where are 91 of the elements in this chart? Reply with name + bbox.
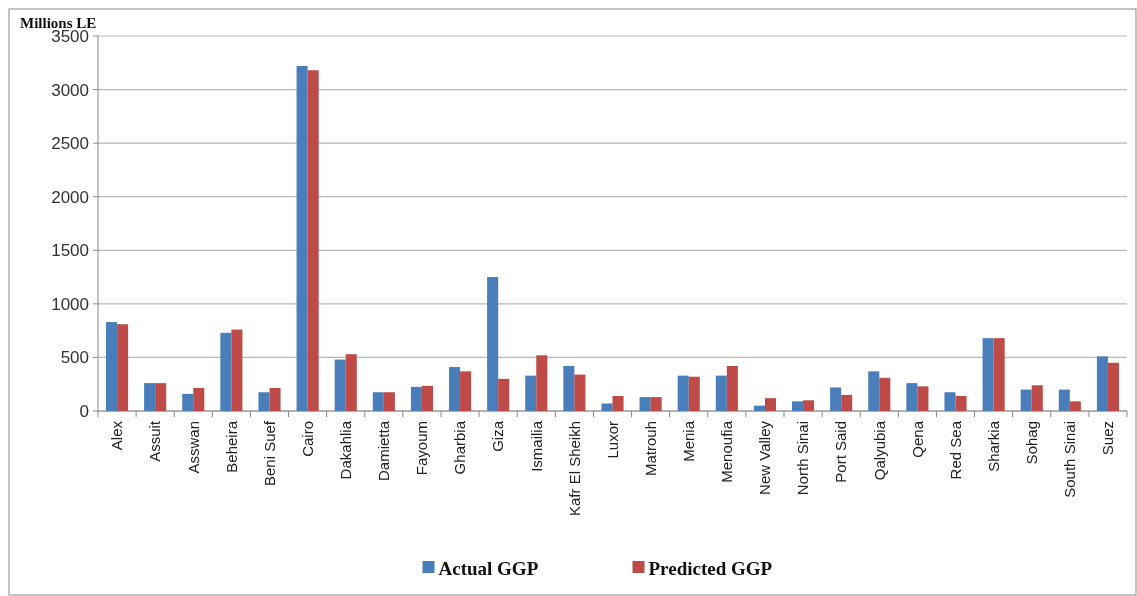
y-tick-label: 0 [79,401,89,421]
bar [792,401,804,411]
bar [764,398,776,411]
x-tick-label: Menia [679,420,697,462]
bar [993,338,1005,411]
x-tick-label: Ismailia [527,420,545,472]
bar [1031,385,1043,411]
y-tick-label: 2500 [51,134,89,154]
bar [383,392,395,411]
x-tick-label: Assuit [146,420,164,462]
x-tick-label: New Valley [756,420,774,495]
y-tick-label: 2000 [51,187,89,207]
x-tick-label: Beheira [222,420,240,473]
bar [612,396,624,411]
x-tick-label: Dakahlia [336,420,354,480]
bar [525,375,537,411]
x-tick-label: Alex [108,420,126,451]
x-tick-label: Kafr El Sheikh [565,421,583,517]
bar [307,70,319,411]
x-tick-label: Red Sea [946,420,964,480]
bar [803,400,815,411]
bar [334,359,346,411]
y-tick-label: 1500 [51,241,89,261]
bar [944,392,956,411]
bar [269,387,281,411]
bar [677,375,689,411]
x-tick-label: Fayoum [413,421,431,476]
bar [372,392,384,411]
bar [258,392,270,411]
x-tick-label: Qalyubia [870,420,888,481]
bar [498,378,510,411]
bar [231,329,243,411]
bar [688,376,700,411]
y-axis-title: Millions LE [20,15,97,31]
legend-label: Predicted GGP [648,557,773,579]
bar [1058,389,1070,411]
bar [1096,356,1108,411]
bar [917,386,929,411]
bar [879,377,891,411]
y-tick-label: 500 [60,348,89,368]
bar [220,332,232,411]
x-tick-label: North Sinai [794,421,812,496]
bar [715,375,727,411]
x-tick-label: Luxor [603,421,621,459]
bar [1069,401,1081,411]
x-tick-label: Giza [489,420,507,452]
bar [753,405,765,411]
bar [868,371,880,411]
bar [563,366,575,411]
legend-label: Actual GGP [438,557,539,579]
x-tick-label: Damietta [375,420,393,482]
bar [117,324,129,411]
bar [296,66,308,411]
bar [639,397,651,411]
x-tick-label: Sharkia [984,420,1002,472]
bar [906,383,918,411]
bar [955,396,967,411]
bar [1020,389,1032,411]
bar [982,338,994,411]
bar [726,366,738,411]
x-tick-label: Gharbia [451,420,469,475]
bar [830,387,842,411]
bar [460,371,472,411]
x-tick-label: Sohag [1022,421,1040,465]
x-tick-label: Asswan [184,421,202,474]
bar [574,374,586,411]
bar [144,383,156,411]
bar [449,367,461,411]
bar [650,397,662,411]
bar [410,386,422,411]
bar [536,355,548,411]
bar [421,385,433,411]
bar [487,277,499,411]
bar [155,383,167,411]
x-tick-label: South Sinai [1061,421,1079,498]
x-tick-label: Qena [908,420,926,458]
x-tick-label: Menoufia [718,420,736,483]
bar [106,322,118,411]
y-tick-label: 3000 [51,80,89,100]
x-tick-label: Cairo [298,421,316,457]
bar [345,354,357,411]
bar [193,387,205,411]
x-tick-label: Port Said [832,421,850,483]
bar [182,393,194,411]
x-tick-label: Matrouh [641,421,659,477]
bar [841,394,853,411]
x-tick-label: Beni Suef [260,420,278,487]
y-tick-label: 1000 [51,294,89,314]
bar [601,403,613,411]
x-tick-label: Suez [1099,421,1117,456]
bar [1107,362,1119,411]
